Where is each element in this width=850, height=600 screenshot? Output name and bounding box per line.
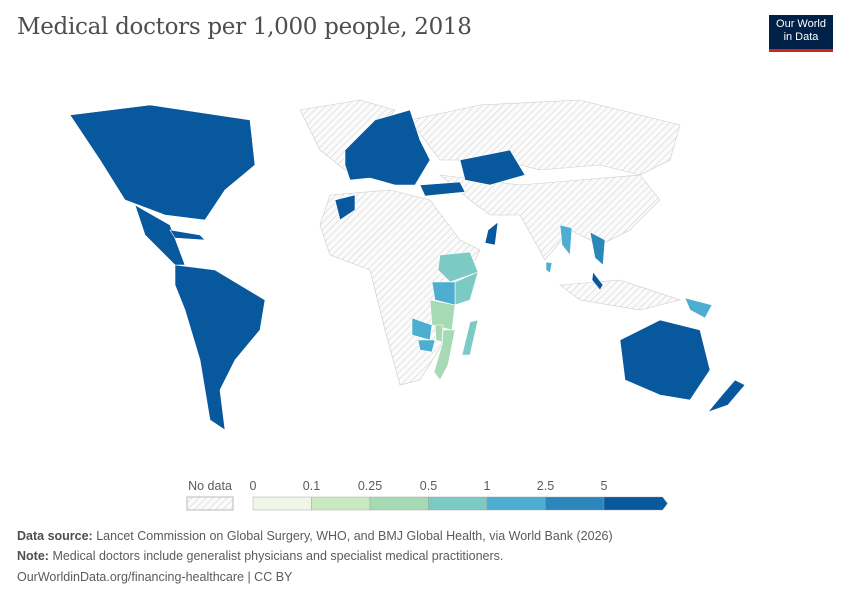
logo-line2: in Data — [783, 31, 819, 43]
country-central-america[interactable] — [134, 204, 186, 266]
legend-bin[interactable] — [603, 496, 668, 511]
country-malawi[interactable] — [434, 324, 444, 343]
country-morocco[interactable] — [334, 194, 356, 221]
country-oman[interactable] — [484, 221, 499, 246]
country-kazakhstan[interactable] — [459, 149, 526, 186]
legend-tick-label: 0.25 — [358, 479, 382, 493]
note: Note: Medical doctors include generalist… — [17, 549, 503, 563]
data-source: Data source: Lancet Commission on Global… — [17, 529, 613, 543]
legend-bin[interactable] — [428, 496, 488, 511]
footer-url[interactable]: OurWorldinData.org/financing-healthcare … — [17, 570, 293, 584]
legend-bin[interactable] — [252, 496, 312, 511]
country-malaysia[interactable] — [591, 271, 604, 291]
legend-no-data-label: No data — [188, 479, 232, 493]
note-label: Note: — [17, 549, 49, 563]
chart-title: Medical doctors per 1,000 people, 2018 — [17, 14, 472, 40]
country-madagascar[interactable] — [461, 319, 479, 356]
country-turkey[interactable] — [419, 181, 466, 197]
country-myanmar[interactable] — [559, 224, 573, 256]
legend-bin[interactable] — [545, 496, 605, 511]
legend-no-data-swatch — [186, 496, 234, 511]
color-legend: No data 0 0.1 0.25 0.5 1 2.5 5 — [186, 479, 668, 511]
country-zimbabwe[interactable] — [417, 339, 436, 353]
country-sri-lanka[interactable] — [545, 261, 553, 274]
legend-tick-label: 5 — [601, 479, 608, 493]
legend-tick-label: 2.5 — [537, 479, 554, 493]
country-vietnam[interactable] — [589, 231, 606, 266]
country-australia[interactable] — [619, 319, 711, 401]
source-label: Data source: — [17, 529, 93, 543]
legend-bin[interactable] — [369, 496, 429, 511]
note-text: Medical doctors include generalist physi… — [52, 549, 504, 563]
legend-tick-label: 1 — [484, 479, 491, 493]
owid-logo[interactable]: Our World in Data — [769, 15, 833, 52]
legend-bin[interactable] — [311, 496, 371, 511]
logo-line1: Our World — [776, 18, 826, 30]
country-new-zealand[interactable] — [707, 379, 746, 413]
country-mozambique[interactable] — [433, 329, 456, 381]
country-indonesia[interactable] — [559, 279, 682, 311]
world-map — [69, 99, 746, 431]
country-papua-new-guinea[interactable] — [684, 297, 713, 319]
country-europe[interactable] — [344, 109, 431, 186]
legend-tick-label: 0 — [250, 479, 257, 493]
legend-bin[interactable] — [486, 496, 546, 511]
legend-tick-label: 0.5 — [420, 479, 437, 493]
country-south-america[interactable] — [174, 264, 266, 431]
source-text: Lancet Commission on Global Surgery, WHO… — [96, 529, 613, 543]
country-caribbean[interactable] — [169, 229, 206, 241]
country-russia-asia[interactable] — [409, 99, 681, 176]
legend-tick-label: 0.1 — [303, 479, 320, 493]
country-north-america[interactable] — [69, 104, 256, 221]
country-ethiopia[interactable] — [437, 251, 479, 283]
